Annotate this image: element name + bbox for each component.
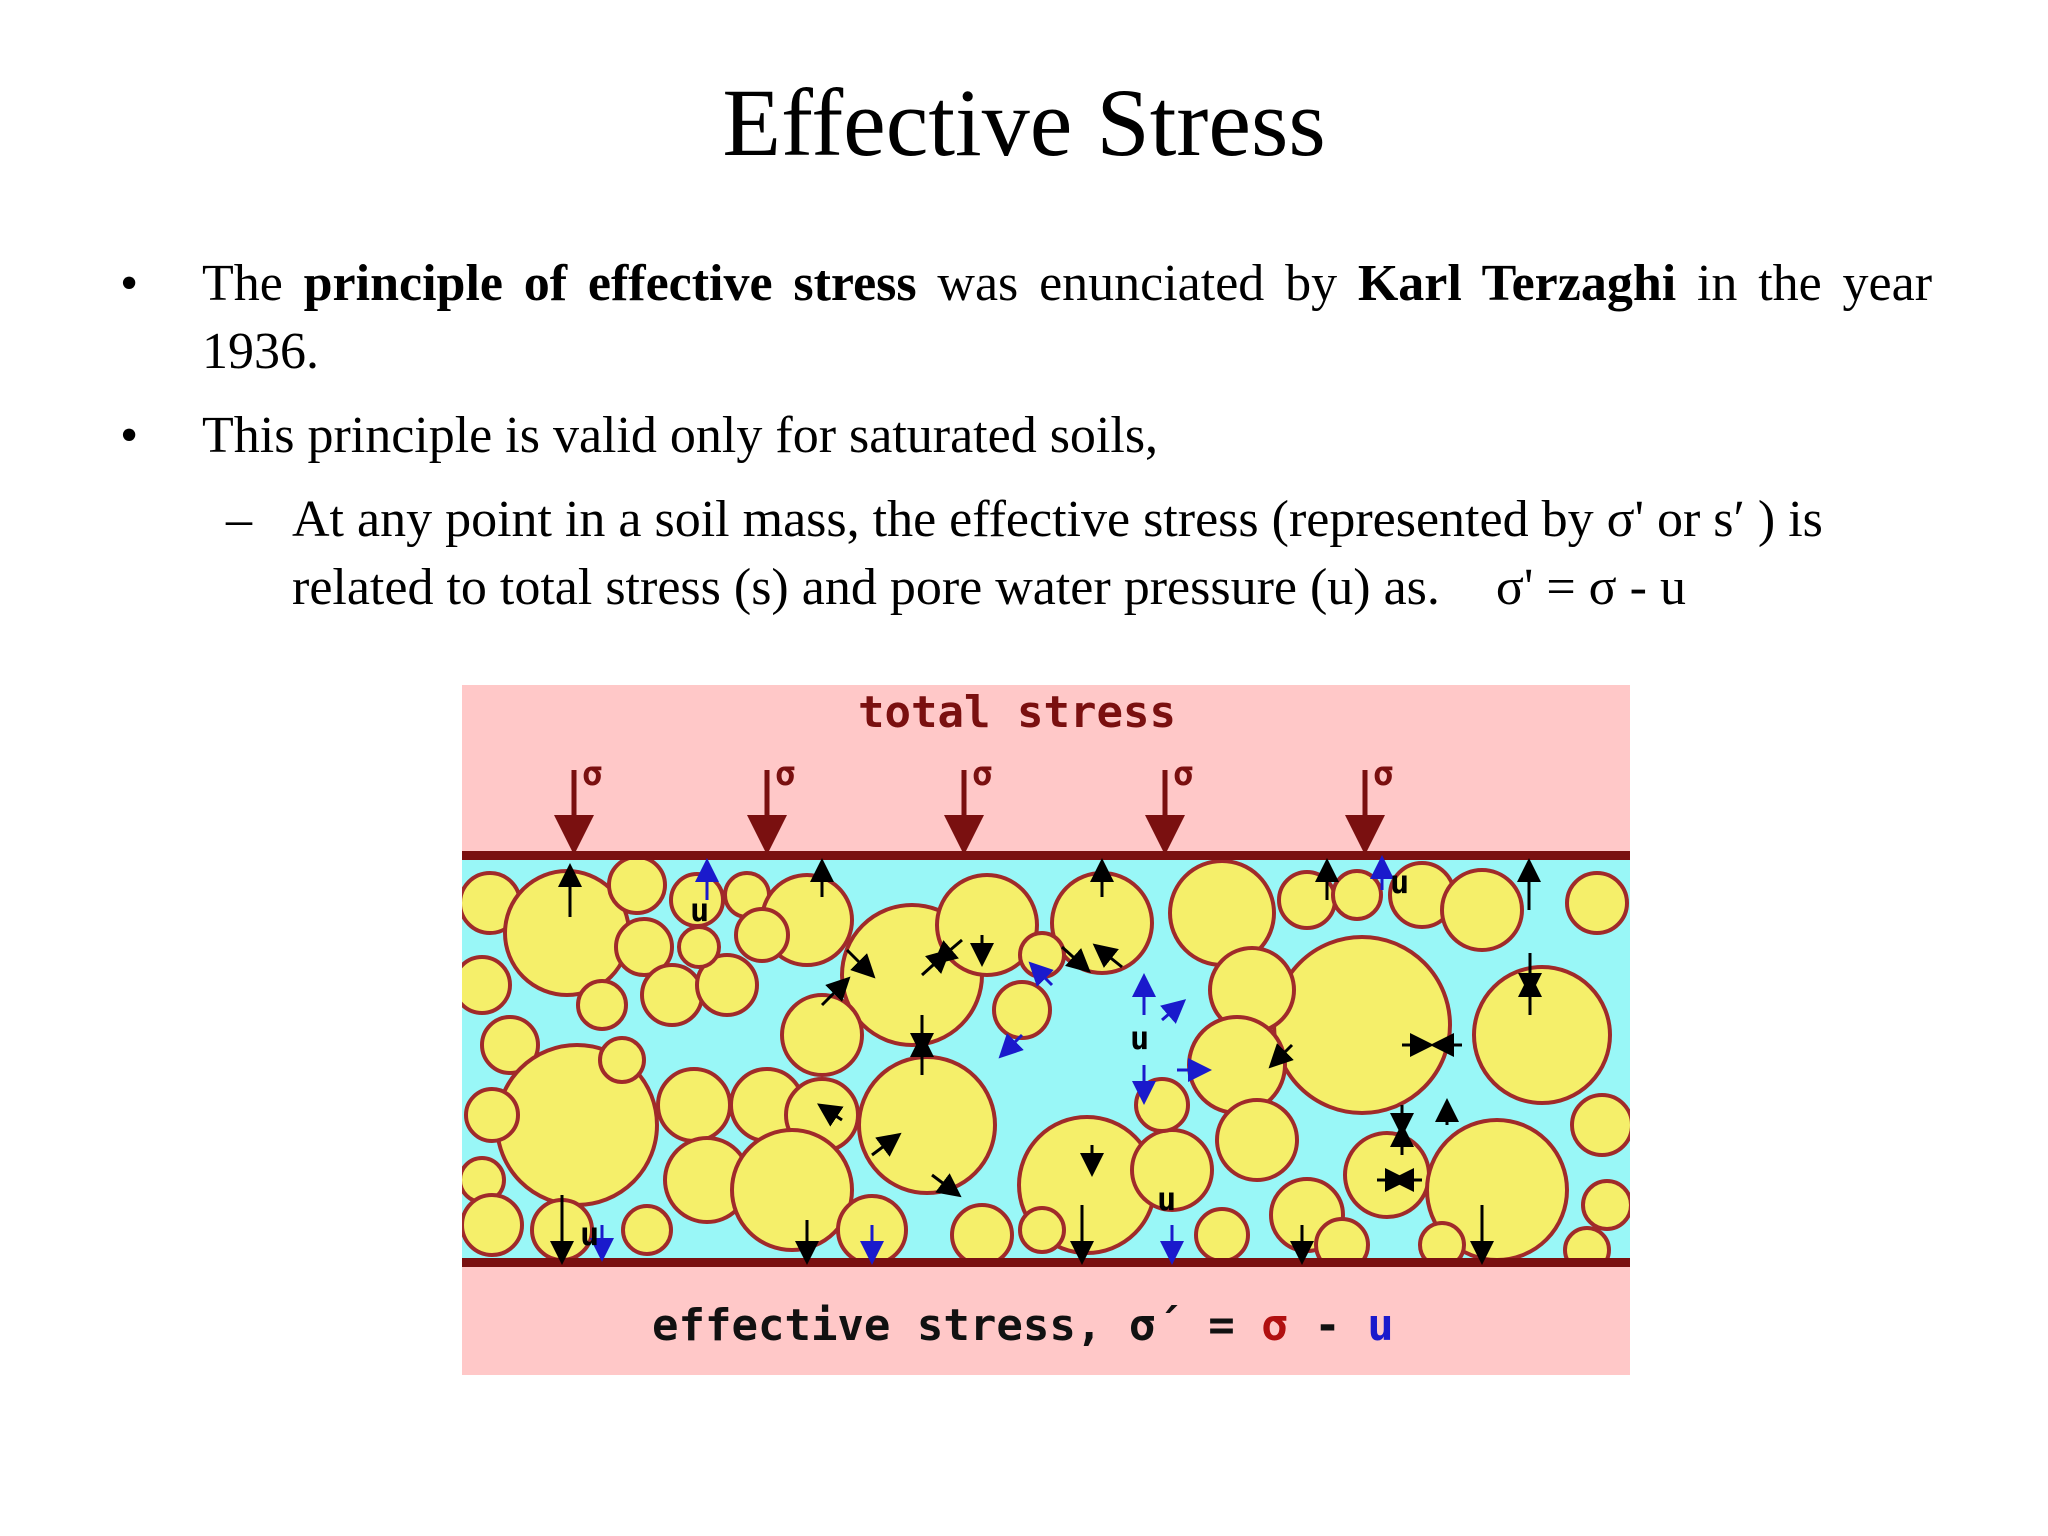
effective-stress-diagram: total stress σ σ σ σ σ u u u u u effecti…: [462, 685, 1630, 1375]
sigma-label: σ: [1373, 754, 1393, 794]
u-label: u: [1130, 1019, 1149, 1057]
effective-stress-text: effective stress, σ´ =: [652, 1300, 1261, 1351]
u-label: u: [1157, 1180, 1176, 1218]
pore-pressure-arrows: [590, 855, 1394, 1265]
sigma-label: σ: [972, 754, 992, 794]
bullet-bold-principle: principle of effective stress: [303, 255, 917, 312]
bullet-marker: •: [120, 407, 139, 464]
effective-stress-sigma: σ: [1261, 1300, 1288, 1351]
effective-stress-label: effective stress, σ´ = σ - u: [652, 1300, 1394, 1351]
bullet-text: This principle is valid only for saturat…: [202, 407, 1159, 464]
bullet-text: The: [202, 255, 304, 312]
top-plate: [462, 851, 1630, 860]
bullet-bold-name: Karl Terzaghi: [1357, 255, 1677, 312]
effective-stress-u: u: [1367, 1300, 1394, 1351]
bullet-text: in the year 1936.: [202, 255, 1933, 380]
sigma-label: σ: [775, 754, 795, 794]
slide-title: Effective Stress: [722, 69, 1326, 176]
sigma-label: σ: [582, 754, 602, 794]
total-stress-label: total stress: [858, 687, 1176, 738]
soil-grains: [462, 857, 1630, 1261]
bullet-text: was enunciated by: [916, 255, 1358, 312]
total-stress-arrows: [554, 770, 1385, 855]
sub-bullet-definition: – At any point in a soil mass, the effec…: [226, 486, 1952, 622]
bottom-band: [462, 1261, 1630, 1375]
sub-bullet-marker: –: [226, 491, 252, 548]
bullet-terzaghi: • The principle of effective stress was …: [120, 250, 1933, 386]
bottom-plate: [462, 1258, 1630, 1267]
sub-bullet-text: At any point in a soil mass, the effecti…: [292, 491, 1823, 616]
effective-stress-minus: -: [1288, 1300, 1367, 1351]
u-label: u: [580, 1215, 599, 1253]
top-band: [462, 685, 1630, 857]
sigma-label: σ: [1173, 754, 1193, 794]
bullet-saturated: • This principle is valid only for satur…: [120, 402, 1932, 470]
contact-force-arrows: [550, 858, 1542, 1265]
u-label: u: [690, 891, 709, 929]
u-label: u: [1390, 863, 1409, 901]
bullet-marker: •: [120, 255, 139, 312]
equation: σ' = σ - u: [1495, 559, 1686, 616]
